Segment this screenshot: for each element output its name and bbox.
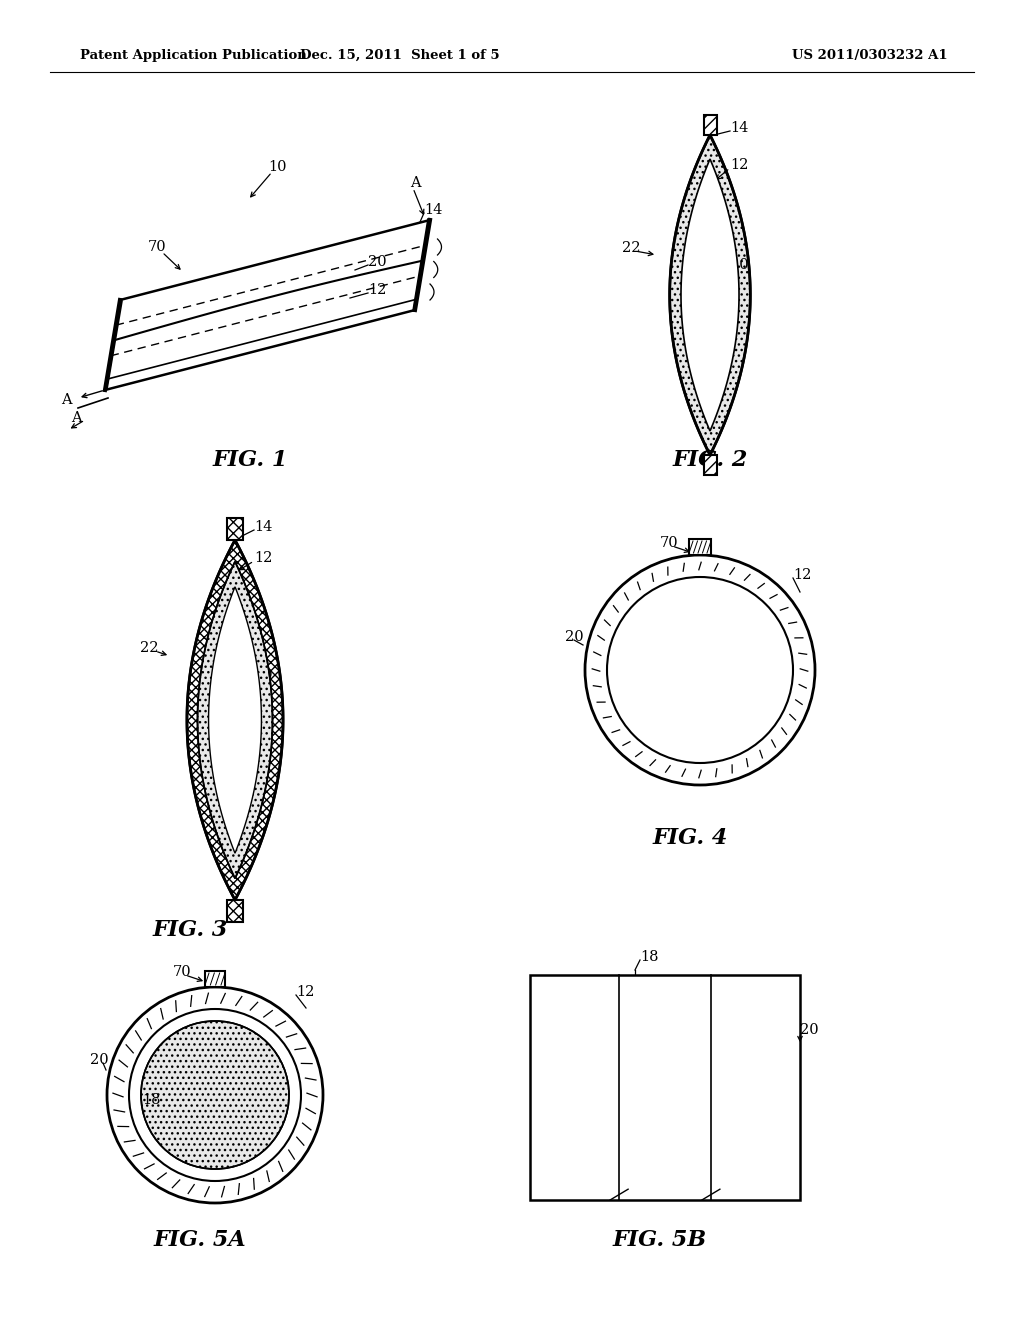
Text: 18: 18 <box>640 950 658 964</box>
Text: 70: 70 <box>148 240 167 253</box>
Text: A: A <box>61 393 72 407</box>
Polygon shape <box>187 540 283 900</box>
Text: Patent Application Publication: Patent Application Publication <box>80 49 307 62</box>
Polygon shape <box>209 587 261 853</box>
Text: A: A <box>72 411 82 425</box>
Text: 20: 20 <box>565 630 584 644</box>
Text: 20: 20 <box>90 1053 109 1067</box>
Text: 22: 22 <box>622 242 640 255</box>
Text: 20: 20 <box>368 255 387 269</box>
Text: A: A <box>61 401 72 414</box>
Text: FIG. 1: FIG. 1 <box>212 449 288 471</box>
Text: 18: 18 <box>254 711 272 725</box>
Text: 10: 10 <box>268 160 287 174</box>
Circle shape <box>607 577 793 763</box>
Text: 20: 20 <box>254 668 272 682</box>
Text: A: A <box>410 176 421 190</box>
Text: 20: 20 <box>800 1023 818 1038</box>
Text: 22: 22 <box>140 642 159 655</box>
Text: 70: 70 <box>173 965 191 979</box>
Polygon shape <box>670 135 751 455</box>
Bar <box>689 539 711 554</box>
Bar <box>227 900 243 921</box>
Bar <box>703 115 717 135</box>
Bar <box>227 517 243 540</box>
Text: 12: 12 <box>368 282 386 297</box>
Text: 20: 20 <box>730 257 749 272</box>
Text: 12: 12 <box>793 568 811 582</box>
Text: 70: 70 <box>660 536 679 550</box>
Text: FIG. 2: FIG. 2 <box>673 449 748 471</box>
Bar <box>530 975 800 1200</box>
Text: FIG. 4: FIG. 4 <box>652 828 728 849</box>
Text: 12: 12 <box>730 158 749 172</box>
Text: 18: 18 <box>142 1093 161 1107</box>
Text: FIG. 5B: FIG. 5B <box>613 1229 707 1251</box>
Bar <box>703 455 717 475</box>
Polygon shape <box>198 561 272 878</box>
Text: US 2011/0303232 A1: US 2011/0303232 A1 <box>793 49 948 62</box>
Bar <box>227 900 243 921</box>
Bar <box>227 517 243 540</box>
Text: FIG. 3: FIG. 3 <box>153 919 227 941</box>
Bar <box>703 455 717 475</box>
Text: FIG. 5A: FIG. 5A <box>154 1229 247 1251</box>
Polygon shape <box>105 220 430 389</box>
Text: 14: 14 <box>424 203 442 216</box>
Text: 12: 12 <box>254 550 272 565</box>
Bar <box>205 972 225 987</box>
Text: 14: 14 <box>254 520 272 535</box>
Text: 12: 12 <box>296 985 314 999</box>
Circle shape <box>141 1020 289 1170</box>
Text: Dec. 15, 2011  Sheet 1 of 5: Dec. 15, 2011 Sheet 1 of 5 <box>300 49 500 62</box>
Text: 14: 14 <box>730 121 749 135</box>
Bar <box>703 115 717 135</box>
Polygon shape <box>681 158 739 432</box>
